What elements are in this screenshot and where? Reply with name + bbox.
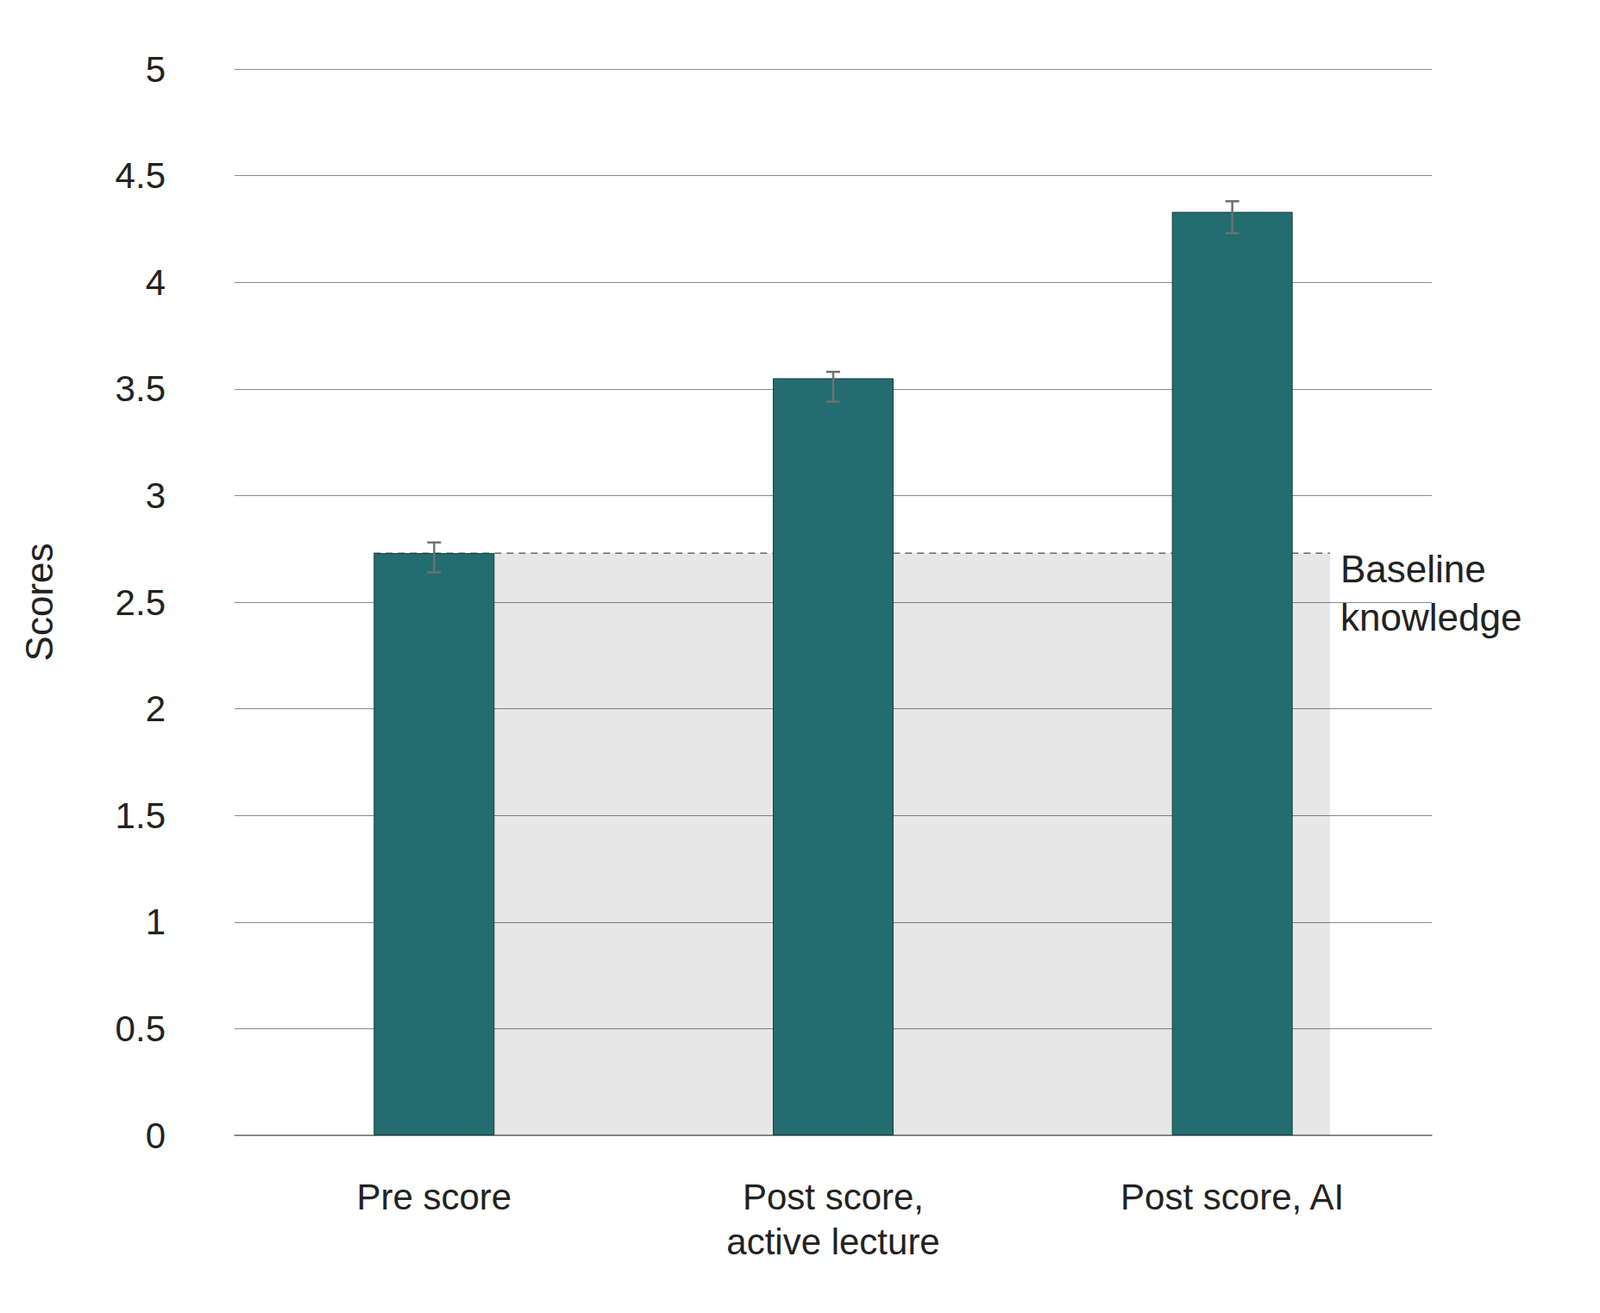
svg-text:active lecture: active lecture (726, 1221, 940, 1262)
svg-text:0.5: 0.5 (115, 1008, 166, 1049)
svg-text:3.5: 3.5 (115, 368, 166, 409)
svg-text:Post score,: Post score, (742, 1176, 924, 1218)
svg-text:knowledge: knowledge (1340, 596, 1522, 639)
svg-text:4.5: 4.5 (115, 155, 166, 196)
svg-text:4: 4 (145, 262, 166, 303)
svg-text:0: 0 (145, 1115, 166, 1156)
svg-text:3: 3 (145, 475, 166, 516)
svg-text:Pre score: Pre score (356, 1176, 512, 1218)
svg-text:2: 2 (145, 688, 166, 729)
svg-text:1.5: 1.5 (115, 795, 166, 836)
svg-text:Baseline: Baseline (1340, 547, 1487, 590)
svg-text:2.5: 2.5 (115, 582, 166, 623)
svg-text:5: 5 (145, 49, 166, 90)
svg-text:Post score, AI: Post score, AI (1120, 1176, 1344, 1218)
svg-text:Scores: Scores (18, 543, 61, 662)
svg-text:1: 1 (145, 901, 166, 942)
